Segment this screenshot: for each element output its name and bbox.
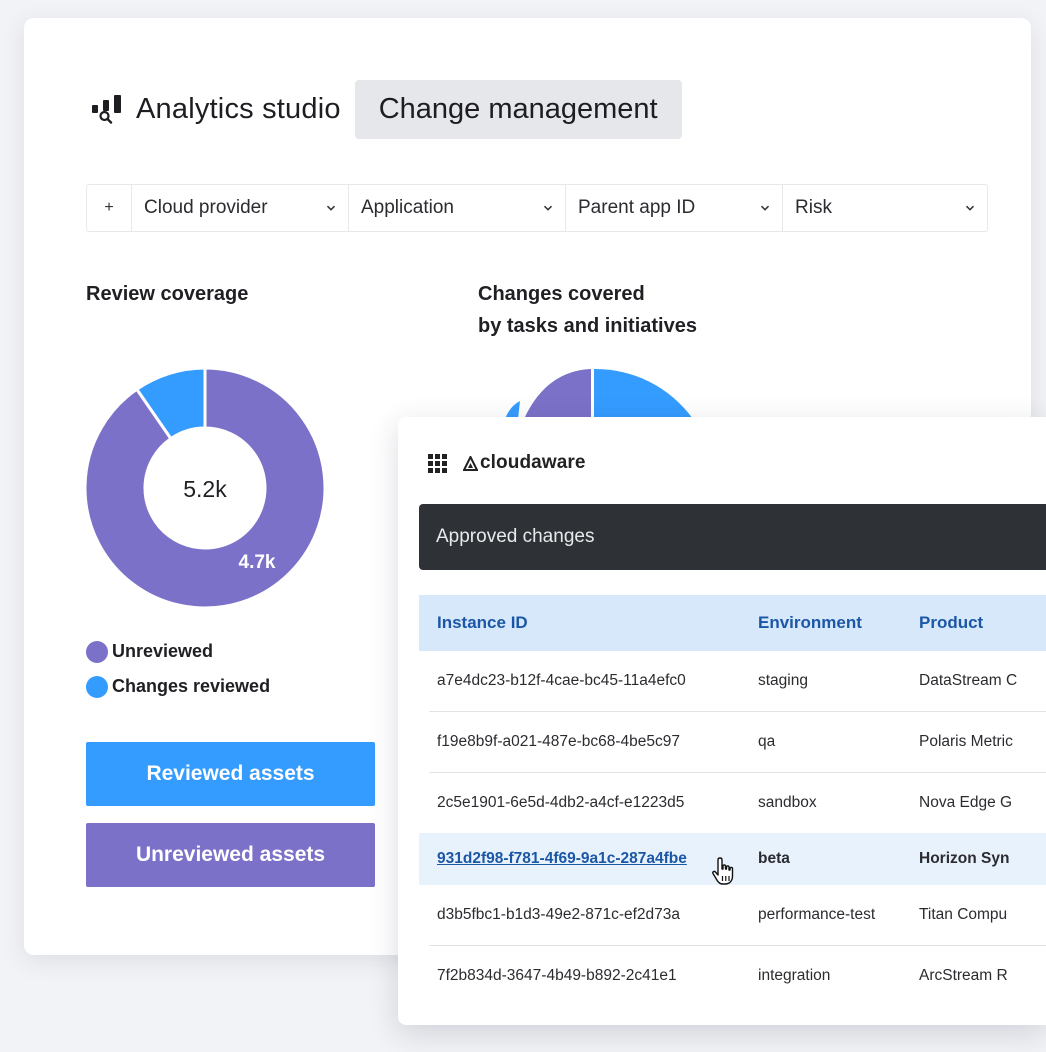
environment-cell: qa [758, 733, 776, 750]
legend-label: Changes reviewed [112, 676, 271, 696]
donut-slice-unreviewed[interactable] [85, 368, 325, 608]
instance-id-cell[interactable]: 2c5e1901-6e5d-4db2-a4cf-e1223d5 [437, 794, 685, 811]
chevron-down-icon [543, 205, 553, 211]
environment-cell: performance-test [758, 906, 876, 923]
instance-id-link[interactable]: 931d2f98-f781-4f69-9a1c-287a4fbe [419, 850, 758, 868]
legend-label: Unreviewed [112, 641, 214, 661]
table-row[interactable]: f19e8b9f-a021-487e-bc68-4be5c97 qa Polar… [429, 712, 1046, 773]
changes-covered-title: Changes covered by tasks and initiatives [478, 278, 697, 342]
table-row[interactable]: a7e4dc23-b12f-4cae-bc45-11a4efc0 staging… [429, 651, 1046, 712]
column-header-instance-id[interactable]: Instance ID [437, 613, 528, 632]
changes-covered-donut [505, 368, 693, 419]
reviewed-assets-button[interactable]: Reviewed assets [86, 742, 375, 806]
table-row[interactable]: 2c5e1901-6e5d-4db2-a4cf-e1223d5 sandbox … [429, 773, 1046, 833]
filter-cloud-provider[interactable]: Cloud provider [132, 185, 349, 231]
donut-center-value: 5.2k [183, 476, 227, 502]
filter-label: Cloud provider [144, 197, 268, 218]
changes-covered-title-line1: Changes covered [478, 283, 645, 305]
column-header-environment[interactable]: Environment [758, 613, 862, 632]
filter-label: Risk [795, 197, 832, 218]
page-header: Analytics studio Change management [90, 79, 682, 139]
filter-bar: + Cloud provider Application Parent app … [86, 184, 988, 232]
product-cell: Titan Compu [919, 906, 1008, 923]
legend-swatch [86, 675, 108, 698]
legend-swatch [86, 640, 108, 663]
product-cell: DataStream C [919, 672, 1018, 689]
review-coverage-donut: 5.2k 4.7k [85, 368, 325, 608]
app-title: Analytics studio [136, 92, 341, 125]
environment-cell: integration [758, 967, 831, 984]
donut-slice-reviewed[interactable] [134, 368, 207, 441]
brand-row: cloudaware [428, 452, 586, 474]
approved-changes-table: Instance ID Environment Product a7e4dc23… [419, 595, 1046, 1006]
donut-slice-blue-left [505, 401, 520, 419]
filter-risk[interactable]: Risk [783, 185, 987, 231]
table-row[interactable]: 7f2b834d-3647-4b49-b892-2c41e1 integrati… [429, 946, 1046, 1006]
add-filter-button[interactable]: + [87, 185, 132, 231]
cloudaware-logo-icon [463, 455, 478, 471]
environment-cell: sandbox [758, 794, 817, 811]
product-cell: Polaris Metric [919, 733, 1013, 750]
instance-id-cell[interactable]: f19e8b9f-a021-487e-bc68-4be5c97 [437, 733, 681, 750]
filter-label: Parent app ID [578, 197, 696, 218]
product-cell: ArcStream R [919, 967, 1008, 984]
legend-item-reviewed: Changes reviewed [86, 669, 270, 704]
legend-item-unreviewed: Unreviewed [86, 634, 270, 669]
chevron-down-icon [326, 205, 336, 211]
approved-changes-panel: cloudaware Approved changes Instance ID … [398, 417, 1046, 1025]
table-header: Instance ID Environment Product [419, 595, 1046, 651]
filter-parent-app-id[interactable]: Parent app ID [566, 185, 783, 231]
column-header-product[interactable]: Product [919, 613, 984, 632]
instance-id-link-text[interactable]: 931d2f98-f781-4f69-9a1c-287a4fbe [437, 850, 687, 867]
page-title: Change management [354, 79, 682, 139]
product-cell: Nova Edge G [919, 794, 1013, 811]
environment-cell: beta [758, 850, 790, 867]
review-coverage-legend: Unreviewed Changes reviewed [86, 634, 270, 704]
review-coverage-title: Review coverage [86, 283, 249, 305]
unreviewed-assets-button[interactable]: Unreviewed assets [86, 823, 375, 887]
product-cell: Horizon Syn [919, 850, 1010, 867]
hand-pointer-cursor-icon [712, 857, 734, 885]
environment-cell: staging [758, 672, 808, 689]
changes-covered-title-line2: by tasks and initiatives [478, 315, 697, 337]
instance-id-cell[interactable]: d3b5fbc1-b1d3-49e2-871c-ef2d73a [437, 906, 681, 923]
filter-application[interactable]: Application [349, 185, 566, 231]
donut-slice-blue [594, 368, 693, 419]
approved-changes-header: Approved changes [419, 504, 1046, 570]
donut-slice-purple [524, 369, 591, 419]
filter-label: Application [361, 197, 454, 218]
brand-name: cloudaware [480, 452, 586, 473]
analytics-icon [92, 95, 121, 124]
instance-id-cell[interactable]: 7f2b834d-3647-4b49-b892-2c41e1 [437, 967, 677, 984]
chevron-down-icon [760, 205, 770, 211]
table-row[interactable]: d3b5fbc1-b1d3-49e2-871c-ef2d73a performa… [429, 885, 1046, 946]
donut-slice-label: 4.7k [239, 552, 276, 573]
app-grid-icon[interactable] [428, 453, 447, 473]
chevron-down-icon [965, 205, 975, 211]
instance-id-cell[interactable]: a7e4dc23-b12f-4cae-bc45-11a4efc0 [437, 672, 686, 689]
